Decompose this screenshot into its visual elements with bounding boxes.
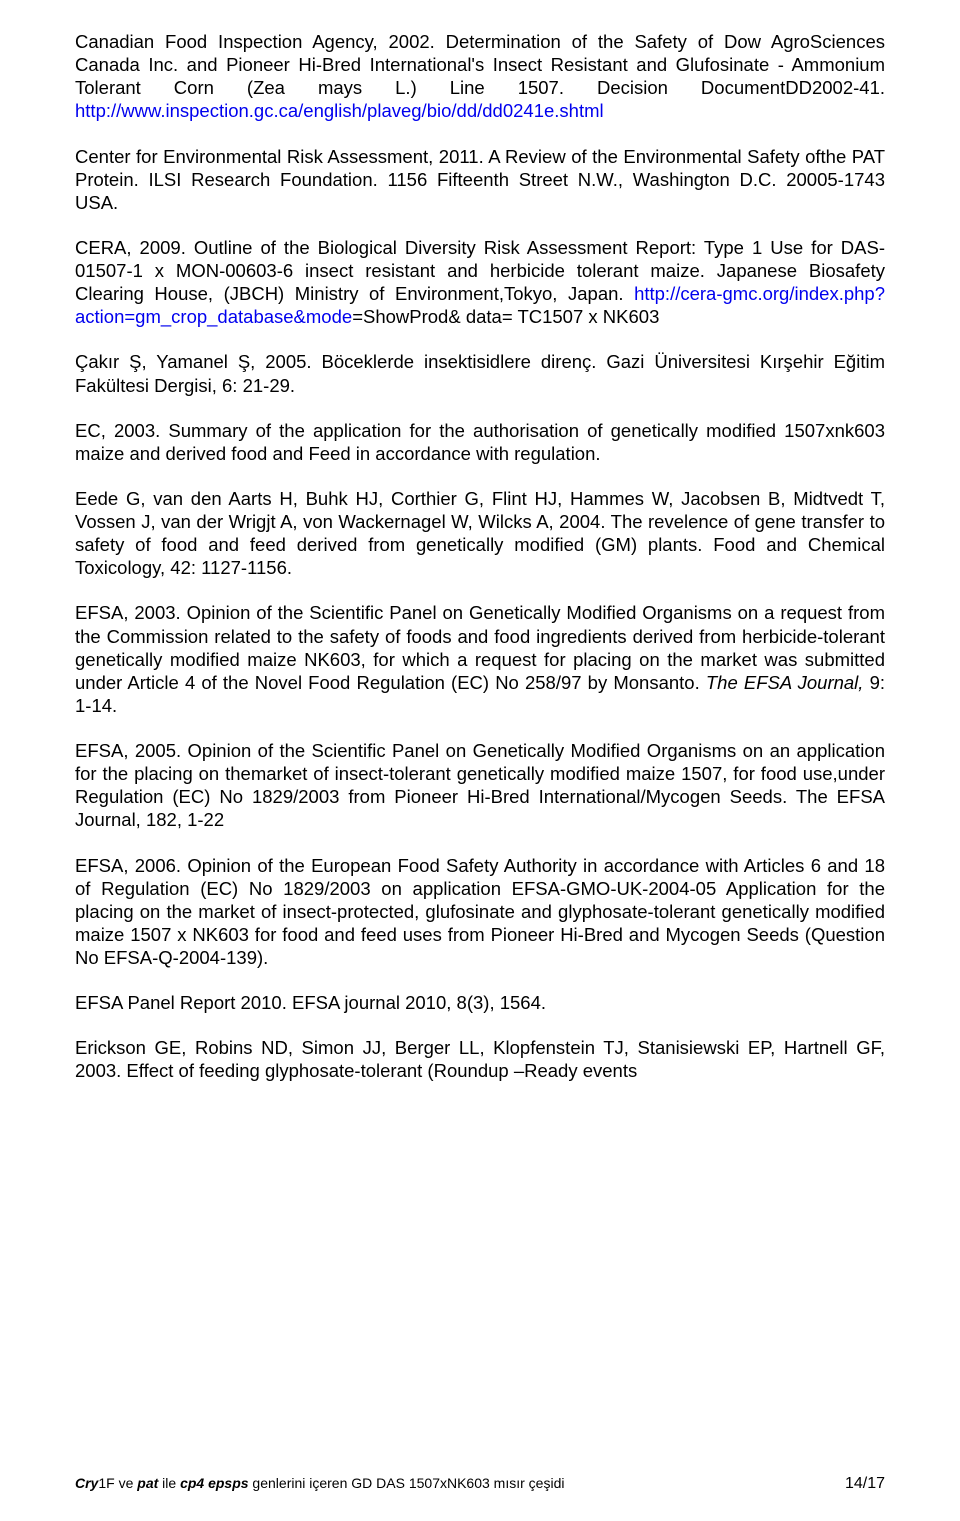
reference-5: EC, 2003. Summary of the application for… (75, 419, 885, 465)
ref-link[interactable]: http://www.inspection.gc.ca/english/plav… (75, 100, 604, 121)
footer-plain-3: genlerini içeren GD DAS 1507xNK603 mısır… (249, 1475, 565, 1491)
reference-9: EFSA, 2006. Opinion of the European Food… (75, 854, 885, 970)
ref-text: Çakır Ş, Yamanel Ş, 2005. Böceklerde ins… (75, 351, 885, 395)
reference-11: Erickson GE, Robins ND, Simon JJ, Berger… (75, 1036, 885, 1082)
reference-2: Center for Environmental Risk Assessment… (75, 145, 885, 214)
ref-text: EFSA, 2006. Opinion of the European Food… (75, 855, 885, 969)
page-container: Canadian Food Inspection Agency, 2002. D… (0, 0, 960, 1521)
reference-3: CERA, 2009. Outline of the Biological Di… (75, 236, 885, 329)
ref-text: EC, 2003. Summary of the application for… (75, 420, 885, 464)
footer-left-text: Cry1F ve pat ile cp4 epsps genlerini içe… (75, 1475, 564, 1491)
ref-text: Erickson GE, Robins ND, Simon JJ, Berger… (75, 1037, 885, 1081)
ref-italic: The EFSA Journal, (706, 672, 870, 693)
ref-text: Eede G, van den Aarts H, Buhk HJ, Corthi… (75, 488, 885, 578)
ref-text: Canadian Food Inspection Agency, 2002. D… (75, 31, 885, 98)
footer-plain-2: ile (158, 1475, 180, 1491)
reference-8: EFSA, 2005. Opinion of the Scientific Pa… (75, 739, 885, 832)
reference-4: Çakır Ş, Yamanel Ş, 2005. Böceklerde ins… (75, 350, 885, 396)
ref-post: =ShowProd& data= TC1507 x NK603 (352, 306, 659, 327)
page-number: 14/17 (845, 1475, 885, 1493)
footer-italic-2: pat (137, 1475, 158, 1491)
ref-text: Center for Environmental Risk Assessment… (75, 146, 885, 213)
reference-10: EFSA Panel Report 2010. EFSA journal 201… (75, 991, 885, 1014)
reference-1: Canadian Food Inspection Agency, 2002. D… (75, 30, 885, 123)
footer-italic-1: Cry (75, 1475, 98, 1491)
footer-italic-3: cp4 epsps (180, 1475, 248, 1491)
ref-text: EFSA Panel Report 2010. EFSA journal 201… (75, 992, 546, 1013)
reference-7: EFSA, 2003. Opinion of the Scientific Pa… (75, 601, 885, 717)
reference-6: Eede G, van den Aarts H, Buhk HJ, Corthi… (75, 487, 885, 580)
footer-plain-1: 1F ve (98, 1475, 137, 1491)
ref-text: EFSA, 2005. Opinion of the Scientific Pa… (75, 740, 885, 830)
page-footer: Cry1F ve pat ile cp4 epsps genlerini içe… (75, 1475, 885, 1493)
